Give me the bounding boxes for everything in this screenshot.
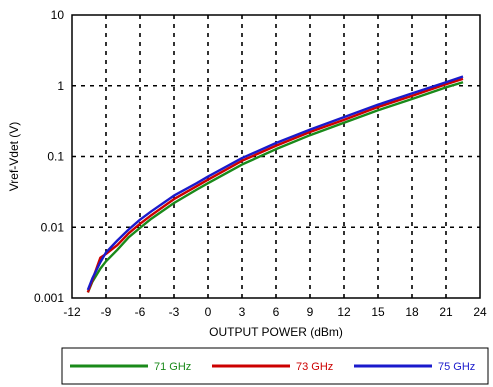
legend-label: 73 GHz: [296, 361, 333, 373]
x-tick-label: 9: [307, 305, 314, 319]
x-tick-label: 6: [273, 305, 280, 319]
legend-label: 71 GHz: [154, 361, 191, 373]
x-tick-label: -12: [63, 305, 81, 319]
x-tick-label: 3: [239, 305, 246, 319]
x-tick-label: 21: [439, 305, 453, 319]
series-line: [86, 75, 464, 291]
x-tick-label: 12: [337, 305, 351, 319]
x-tick-label: 18: [405, 305, 419, 319]
x-tick-label: -6: [135, 305, 146, 319]
y-axis-title: Vref-Vdet (V): [7, 122, 21, 192]
y-tick-label: 1: [57, 79, 64, 93]
x-axis-title: OUTPUT POWER (dBm): [209, 325, 343, 339]
grid: [72, 15, 480, 298]
legend-label: 75 GHz: [438, 361, 475, 373]
series-line: [86, 81, 464, 293]
legend: 71 GHz 73 GHz 75 GHz: [61, 347, 489, 385]
y-tick-label: 0.1: [47, 150, 64, 164]
y-tick-label: 0.001: [34, 291, 64, 305]
y-tick-label: 0.01: [41, 220, 65, 234]
x-tick-label: -9: [101, 305, 112, 319]
x-tick-label: 15: [371, 305, 385, 319]
y-tick-labels: 0.001 0.01 0.1 1 10: [34, 8, 64, 305]
plot-frame: [71, 14, 481, 299]
series-group: [86, 75, 464, 293]
x-tick-labels: -12 -9 -6 -3 0 3 6 9 12 15 18 21 24: [63, 305, 487, 319]
x-tick-label: 0: [205, 305, 212, 319]
x-tick-label: -3: [169, 305, 180, 319]
y-tick-label: 10: [51, 8, 65, 22]
x-tick-label: 24: [473, 305, 487, 319]
